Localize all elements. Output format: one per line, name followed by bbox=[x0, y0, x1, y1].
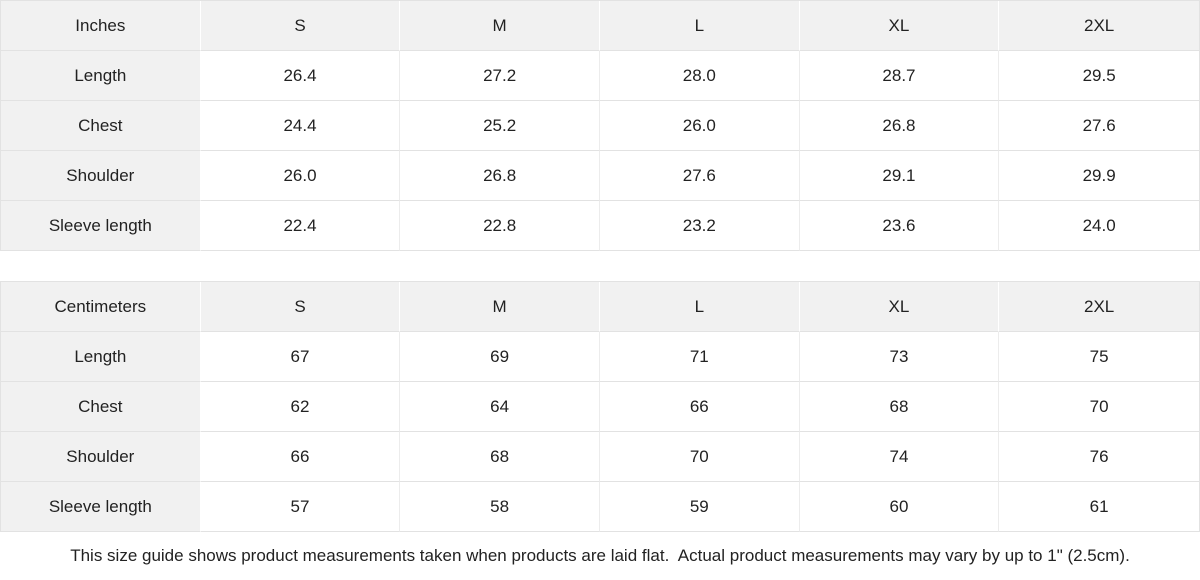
measurement-cell: 26.0 bbox=[200, 151, 401, 201]
measurement-cell: 27.6 bbox=[599, 151, 800, 201]
row-label-cell: Chest bbox=[1, 382, 201, 432]
measurement-cell: 70 bbox=[999, 382, 1199, 432]
row-label-cell: Chest bbox=[1, 101, 201, 151]
measurement-cell: 25.2 bbox=[400, 101, 600, 151]
measurement-cell: 76 bbox=[999, 432, 1199, 482]
measurement-cell: 26.8 bbox=[400, 151, 600, 201]
row-label-cell: Length bbox=[1, 51, 201, 101]
measurement-cell: 73 bbox=[799, 332, 1000, 382]
table-row: Length 26.4 27.2 28.0 28.7 29.5 bbox=[1, 51, 1199, 101]
measurement-cell: 28.0 bbox=[599, 51, 800, 101]
measurement-cell: 69 bbox=[400, 332, 600, 382]
measurement-cell: 23.6 bbox=[799, 201, 1000, 251]
size-header-cell: XL bbox=[799, 1, 1000, 51]
measurement-cell: 22.4 bbox=[200, 201, 401, 251]
measurement-cell: 67 bbox=[200, 332, 401, 382]
row-label-cell: Sleeve length bbox=[1, 201, 201, 251]
size-header-cell: L bbox=[599, 1, 800, 51]
header-row: Centimeters S M L XL 2XL bbox=[1, 282, 1199, 332]
measurement-cell: 74 bbox=[799, 432, 1000, 482]
unit-header-cell: Centimeters bbox=[1, 282, 201, 332]
measurement-cell: 60 bbox=[799, 482, 1000, 532]
row-label-cell: Shoulder bbox=[1, 151, 201, 201]
size-header-cell: 2XL bbox=[999, 1, 1199, 51]
table-row: Sleeve length 57 58 59 60 61 bbox=[1, 482, 1199, 532]
measurement-cell: 71 bbox=[599, 332, 800, 382]
measurement-cell: 29.9 bbox=[999, 151, 1199, 201]
table-row: Chest 62 64 66 68 70 bbox=[1, 382, 1199, 432]
table-row: Chest 24.4 25.2 26.0 26.8 27.6 bbox=[1, 101, 1199, 151]
row-label-cell: Shoulder bbox=[1, 432, 201, 482]
measurement-cell: 66 bbox=[200, 432, 401, 482]
measurement-cell: 29.5 bbox=[999, 51, 1199, 101]
size-header-cell: M bbox=[400, 1, 600, 51]
measurement-cell: 66 bbox=[599, 382, 800, 432]
measurement-cell: 24.0 bbox=[999, 201, 1199, 251]
table-gap bbox=[0, 251, 1200, 281]
measurement-cell: 70 bbox=[599, 432, 800, 482]
measurement-cell: 26.8 bbox=[799, 101, 1000, 151]
size-guide-disclaimer: This size guide shows product measuremen… bbox=[0, 532, 1200, 580]
measurement-cell: 26.0 bbox=[599, 101, 800, 151]
header-row: Inches S M L XL 2XL bbox=[1, 1, 1199, 51]
measurement-cell: 27.2 bbox=[400, 51, 600, 101]
measurement-cell: 64 bbox=[400, 382, 600, 432]
row-label-cell: Length bbox=[1, 332, 201, 382]
measurement-cell: 27.6 bbox=[999, 101, 1199, 151]
measurement-cell: 58 bbox=[400, 482, 600, 532]
size-header-cell: S bbox=[200, 1, 401, 51]
measurement-cell: 62 bbox=[200, 382, 401, 432]
table-row: Sleeve length 22.4 22.8 23.2 23.6 24.0 bbox=[1, 201, 1199, 251]
measurement-cell: 28.7 bbox=[799, 51, 1000, 101]
table-row: Shoulder 26.0 26.8 27.6 29.1 29.9 bbox=[1, 151, 1199, 201]
measurement-cell: 24.4 bbox=[200, 101, 401, 151]
size-header-cell: S bbox=[200, 282, 401, 332]
measurement-cell: 22.8 bbox=[400, 201, 600, 251]
measurement-cell: 61 bbox=[999, 482, 1199, 532]
centimeters-table: Centimeters S M L XL 2XL Length 67 69 71 73 75 Chest… bbox=[0, 281, 1200, 532]
row-label-cell: Sleeve length bbox=[1, 482, 201, 532]
size-header-cell: M bbox=[400, 282, 600, 332]
measurement-cell: 57 bbox=[200, 482, 401, 532]
table-row: Length 67 69 71 73 75 bbox=[1, 332, 1199, 382]
inches-table: Inches S M L XL 2XL Length 26.4 27.2 28.0 28.7 29.5… bbox=[0, 0, 1200, 251]
size-header-cell: XL bbox=[799, 282, 1000, 332]
measurement-cell: 68 bbox=[400, 432, 600, 482]
measurement-cell: 26.4 bbox=[200, 51, 401, 101]
measurement-cell: 68 bbox=[799, 382, 1000, 432]
measurement-cell: 23.2 bbox=[599, 201, 800, 251]
size-header-cell: L bbox=[599, 282, 800, 332]
measurement-cell: 29.1 bbox=[799, 151, 1000, 201]
unit-header-cell: Inches bbox=[1, 1, 201, 51]
table-row: Shoulder 66 68 70 74 76 bbox=[1, 432, 1199, 482]
measurement-cell: 75 bbox=[999, 332, 1199, 382]
measurement-cell: 59 bbox=[599, 482, 800, 532]
size-header-cell: 2XL bbox=[999, 282, 1199, 332]
